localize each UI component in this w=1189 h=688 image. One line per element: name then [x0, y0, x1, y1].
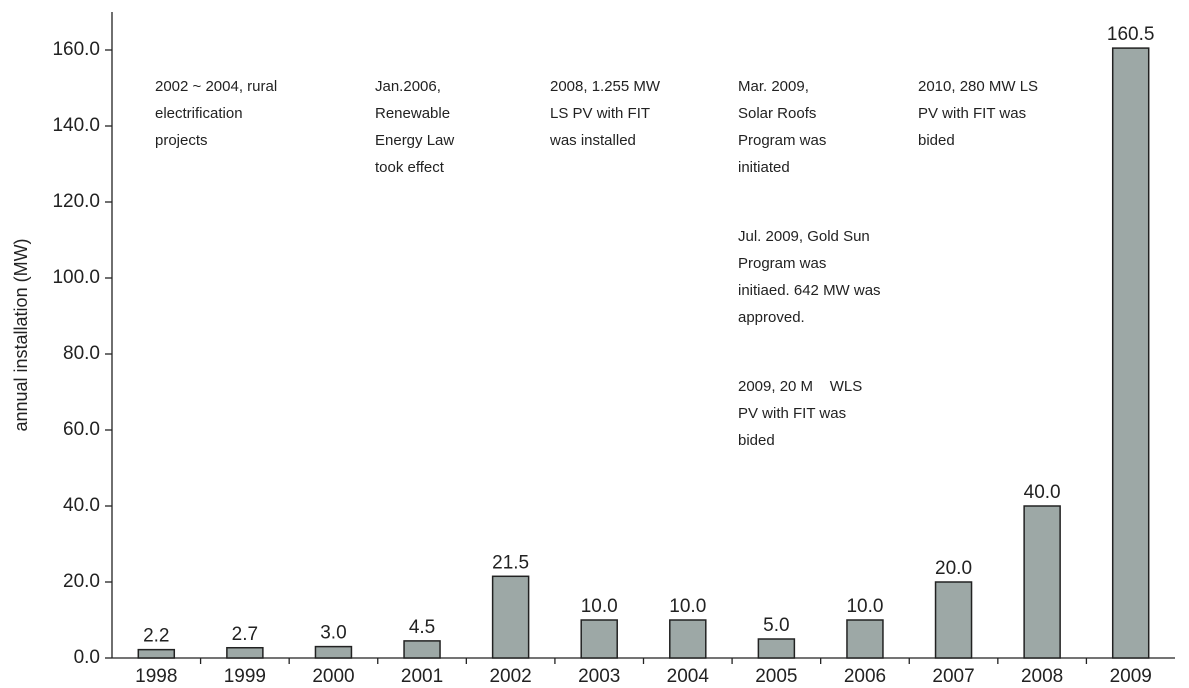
annotation: Program was: [738, 255, 826, 272]
bar: [226, 646, 264, 659]
x-tick-label: 2000: [312, 666, 354, 687]
value-label: 3.0: [320, 623, 346, 644]
annotation: initiated: [738, 159, 790, 176]
value-label: 21.5: [492, 552, 529, 573]
annotation: Energy Law: [375, 132, 454, 149]
annotation: Jan.2006,: [375, 78, 441, 95]
x-tick-label: 2007: [932, 666, 974, 687]
y-tick-label: 100.0: [52, 267, 100, 288]
annotation: 2002 ~ 2004, rural: [155, 78, 277, 95]
bar: [669, 619, 707, 659]
annotation: approved.: [738, 309, 805, 326]
value-label: 10.0: [669, 596, 706, 617]
annotation: initiaed. 642 MW was: [738, 282, 881, 299]
annotation: electrification: [155, 105, 243, 122]
y-tick-label: 40.0: [63, 495, 100, 516]
annotation: Program was: [738, 132, 826, 149]
value-label: 2.7: [232, 624, 258, 645]
bar: [934, 581, 973, 659]
x-tick-label: 2003: [578, 666, 620, 687]
bar: [846, 619, 884, 659]
value-label: 10.0: [581, 596, 618, 617]
value-label: 40.0: [1024, 482, 1061, 503]
bar: [403, 640, 441, 659]
x-tick-label: 1999: [224, 666, 266, 687]
annotation: PV with FIT was: [918, 105, 1026, 122]
x-tick-label: 1998: [135, 666, 177, 687]
value-label: 10.0: [846, 596, 883, 617]
annotation: LS PV with FIT: [550, 105, 650, 122]
value-label: 2.2: [143, 626, 169, 647]
annotation: PV with FIT was: [738, 405, 846, 422]
bar: [757, 638, 796, 659]
bar: [491, 575, 530, 659]
value-label: 5.0: [763, 615, 789, 636]
annotation: bided: [918, 132, 955, 149]
bar: [314, 645, 353, 659]
annotation: took effect: [375, 159, 445, 176]
x-tick-label: 2004: [667, 666, 710, 687]
x-tick-label: 2009: [1110, 666, 1152, 687]
annotation: 2009, 20 M WLS: [738, 378, 862, 395]
x-tick-label: 2008: [1021, 666, 1063, 687]
bar: [137, 648, 176, 659]
y-tick-label: 20.0: [63, 571, 100, 592]
annotation: projects: [155, 132, 208, 149]
x-tick-label: 2001: [401, 666, 443, 687]
y-tick-label: 60.0: [63, 419, 100, 440]
annotation: Mar. 2009,: [738, 78, 809, 95]
bar: [1023, 505, 1061, 659]
annotation: Jul. 2009, Gold Sun: [738, 228, 870, 245]
y-tick-label: 140.0: [52, 115, 100, 136]
annotation: bided: [738, 432, 775, 449]
annotation: Solar Roofs: [738, 105, 816, 122]
y-axis-label: annual installation (MW): [11, 238, 31, 431]
value-label: 20.0: [935, 558, 972, 579]
value-label: 4.5: [409, 617, 435, 638]
y-tick-label: 0.0: [74, 647, 100, 668]
annotation: 2010, 280 MW LS: [918, 78, 1038, 95]
y-tick-label: 80.0: [63, 343, 100, 364]
x-tick-label: 2002: [489, 666, 531, 687]
y-tick-label: 120.0: [52, 191, 100, 212]
annotation: was installed: [549, 132, 636, 149]
x-tick-label: 2006: [844, 666, 886, 687]
bar: [1111, 47, 1150, 659]
y-tick-label: 160.0: [52, 39, 100, 60]
bar: [580, 619, 618, 659]
annotation: Renewable: [375, 105, 450, 122]
x-tick-label: 2005: [755, 666, 797, 687]
value-label: 160.5: [1107, 24, 1155, 45]
annotation: 2008, 1.255 MW: [550, 78, 661, 95]
